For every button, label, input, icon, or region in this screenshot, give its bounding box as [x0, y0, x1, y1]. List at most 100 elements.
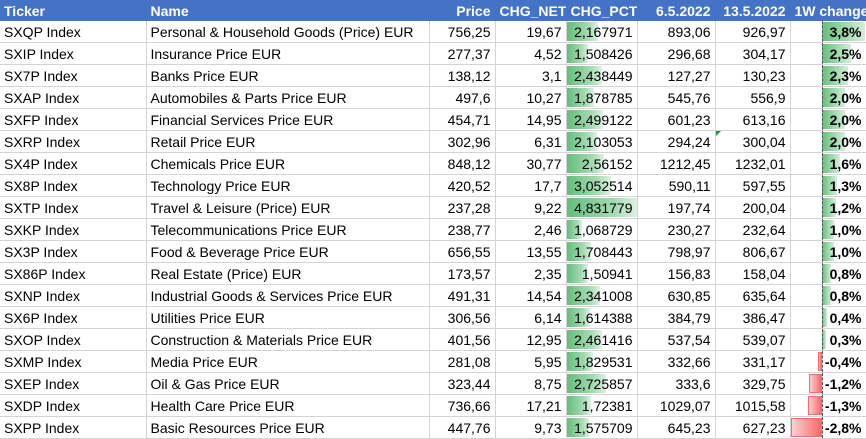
cell-date-1[interactable]: 294,24 — [637, 130, 716, 153]
cell-date-1[interactable]: 332,66 — [637, 350, 716, 373]
cell-ticker[interactable]: SX4P Index — [0, 152, 147, 175]
cell-date-2[interactable]: 1015,58 — [715, 394, 791, 417]
cell-chg-pct[interactable]: 1,878785 — [566, 86, 638, 109]
cell-date-2[interactable]: 806,67 — [715, 240, 791, 263]
cell-ticker[interactable]: SXPP Index — [0, 416, 147, 439]
cell-ticker[interactable]: SXOP Index — [0, 328, 147, 351]
cell-date-1[interactable]: 590,11 — [637, 174, 716, 197]
cell-name[interactable]: Construction & Materials Price EUR — [146, 328, 430, 351]
cell-ticker[interactable]: SXKP Index — [0, 218, 147, 241]
cell-name[interactable]: Chemicals Price EUR — [146, 152, 430, 175]
cell-ticker[interactable]: SX7P Index — [0, 64, 147, 87]
cell-week-change[interactable]: 2,3% — [790, 64, 866, 87]
cell-date-2[interactable]: 635,64 — [715, 284, 791, 307]
cell-chg-pct[interactable]: 2,725857 — [566, 372, 638, 395]
cell-price[interactable]: 848,12 — [429, 152, 496, 175]
cell-chg-pct[interactable]: 1,72381 — [566, 394, 638, 417]
cell-price[interactable]: 306,56 — [429, 306, 496, 329]
header-date-2[interactable]: 13.5.2022 — [715, 0, 791, 21]
cell-date-1[interactable]: 333,6 — [637, 372, 716, 395]
cell-name[interactable]: Retail Price EUR — [146, 130, 430, 153]
cell-week-change[interactable]: 2,5% — [790, 42, 866, 65]
table-row[interactable]: SX7P Index Banks Price EUR 138,12 3,1 2,4384… — [0, 64, 866, 87]
cell-price[interactable]: 238,77 — [429, 218, 496, 241]
cell-week-change[interactable]: 3,8% — [790, 21, 866, 43]
cell-price[interactable]: 237,28 — [429, 196, 496, 219]
cell-ticker[interactable]: SX3P Index — [0, 240, 147, 263]
cell-chg-pct[interactable]: 2,461416 — [566, 328, 638, 351]
cell-price[interactable]: 302,96 — [429, 130, 496, 153]
cell-chg-net[interactable]: 5,95 — [495, 350, 567, 373]
cell-price[interactable]: 138,12 — [429, 64, 496, 87]
header-week-change[interactable]: 1W change — [790, 0, 866, 21]
cell-name[interactable]: Food & Beverage Price EUR — [146, 240, 430, 263]
header-chg-pct[interactable]: CHG_PCT_ — [566, 0, 638, 21]
cell-chg-net[interactable]: 9,73 — [495, 416, 567, 439]
cell-name[interactable]: Personal & Household Goods (Price) EUR — [146, 21, 430, 43]
cell-week-change[interactable]: 2,0% — [790, 108, 866, 131]
cell-chg-pct[interactable]: 1,068729 — [566, 218, 638, 241]
cell-chg-net[interactable]: 19,67 — [495, 21, 567, 43]
table-row[interactable]: SXIP Index Insurance Price EUR 277,37 4,52 1… — [0, 42, 866, 65]
cell-ticker[interactable]: SX6P Index — [0, 306, 147, 329]
table-row[interactable]: SX4P Index Chemicals Price EUR 848,12 30,77… — [0, 152, 866, 175]
cell-date-2[interactable]: 304,17 — [715, 42, 791, 65]
cell-chg-net[interactable]: 2,35 — [495, 262, 567, 285]
cell-week-change[interactable]: 1,0% — [790, 240, 866, 263]
cell-date-1[interactable]: 384,79 — [637, 306, 716, 329]
cell-week-change[interactable]: 1,2% — [790, 196, 866, 219]
cell-name[interactable]: Financial Services Price EUR — [146, 108, 430, 131]
cell-ticker[interactable]: SX8P Index — [0, 174, 147, 197]
table-row[interactable]: SXKP Index Telecommunications Price EUR 23… — [0, 218, 866, 241]
table-row[interactable]: SX6P Index Utilities Price EUR 306,56 6,14 1… — [0, 306, 866, 329]
cell-date-2[interactable]: 613,16 — [715, 108, 791, 131]
table-row[interactable]: SXPP Index Basic Resources Price EUR 447,7… — [0, 416, 866, 439]
cell-chg-net[interactable]: 9,22 — [495, 196, 567, 219]
error-flag-icon[interactable] — [715, 131, 721, 136]
cell-date-2[interactable]: 926,97 — [715, 21, 791, 43]
cell-name[interactable]: Media Price EUR — [146, 350, 430, 373]
cell-ticker[interactable]: SX86P Index — [0, 262, 147, 285]
cell-week-change[interactable]: 1,0% — [790, 218, 866, 241]
cell-date-2[interactable]: 556,9 — [715, 86, 791, 109]
table-row[interactable]: SXQP Index Personal & Household Goods (Pr… — [0, 21, 866, 43]
cell-chg-net[interactable]: 14,54 — [495, 284, 567, 307]
cell-date-2[interactable]: 597,55 — [715, 174, 791, 197]
table-row[interactable]: SXOP Index Construction & Materials Price… — [0, 328, 866, 351]
cell-price[interactable]: 497,6 — [429, 86, 496, 109]
cell-name[interactable]: Technology Price EUR — [146, 174, 430, 197]
cell-chg-net[interactable]: 4,52 — [495, 42, 567, 65]
cell-name[interactable]: Travel & Leisure (Price) EUR — [146, 196, 430, 219]
cell-price[interactable]: 656,55 — [429, 240, 496, 263]
cell-date-1[interactable]: 645,23 — [637, 416, 716, 439]
cell-name[interactable]: Real Estate (Price) EUR — [146, 262, 430, 285]
header-date-1[interactable]: 6.5.2022 — [637, 0, 716, 21]
cell-chg-pct[interactable]: 1,575709 — [566, 416, 638, 439]
cell-price[interactable]: 736,66 — [429, 394, 496, 417]
cell-week-change[interactable]: 0,8% — [790, 262, 866, 285]
cell-date-1[interactable]: 230,27 — [637, 218, 716, 241]
cell-date-2[interactable]: 232,64 — [715, 218, 791, 241]
cell-ticker[interactable]: SXQP Index — [0, 21, 147, 43]
cell-price[interactable]: 756,25 — [429, 21, 496, 43]
cell-name[interactable]: Telecommunications Price EUR — [146, 218, 430, 241]
cell-chg-net[interactable]: 13,55 — [495, 240, 567, 263]
cell-price[interactable]: 281,08 — [429, 350, 496, 373]
cell-name[interactable]: Banks Price EUR — [146, 64, 430, 87]
table-row[interactable]: SXAP Index Automobiles & Parts Price EUR 4… — [0, 86, 866, 109]
cell-ticker[interactable]: SXFP Index — [0, 108, 147, 131]
cell-ticker[interactable]: SXDP Index — [0, 394, 147, 417]
cell-ticker[interactable]: SXNP Index — [0, 284, 147, 307]
cell-price[interactable]: 173,57 — [429, 262, 496, 285]
cell-chg-net[interactable]: 12,95 — [495, 328, 567, 351]
table-row[interactable]: SX8P Index Technology Price EUR 420,52 17,7… — [0, 174, 866, 197]
cell-ticker[interactable]: SXIP Index — [0, 42, 147, 65]
table-row[interactable]: SX86P Index Real Estate (Price) EUR 173,57… — [0, 262, 866, 285]
cell-chg-net[interactable]: 6,14 — [495, 306, 567, 329]
cell-chg-pct[interactable]: 2,56152 — [566, 152, 638, 175]
cell-date-1[interactable]: 630,85 — [637, 284, 716, 307]
cell-name[interactable]: Oil & Gas Price EUR — [146, 372, 430, 395]
cell-chg-pct[interactable]: 2,438449 — [566, 64, 638, 87]
cell-date-1[interactable]: 545,76 — [637, 86, 716, 109]
cell-price[interactable]: 491,31 — [429, 284, 496, 307]
